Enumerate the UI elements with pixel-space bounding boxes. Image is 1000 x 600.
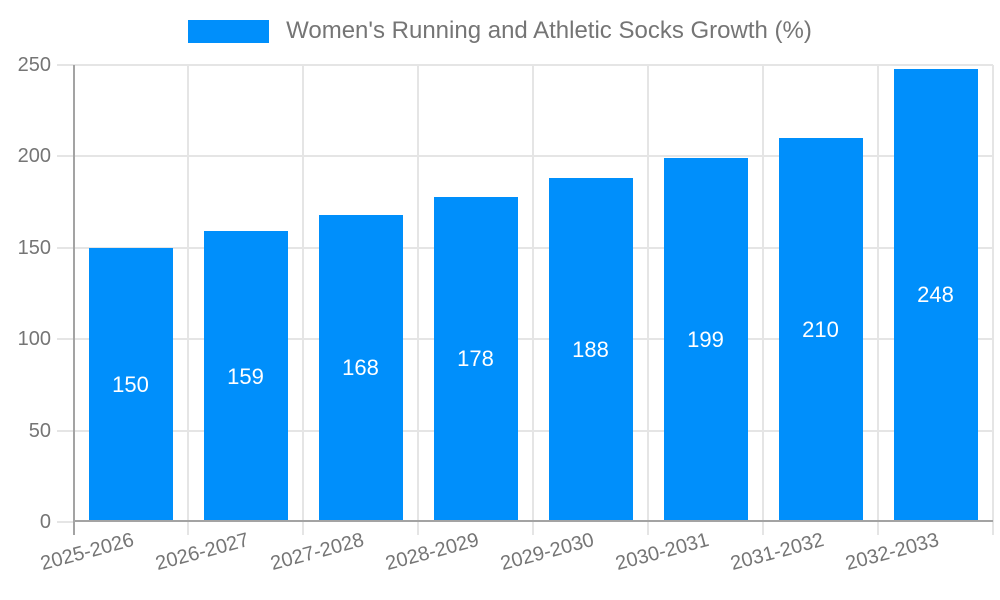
- bar-value-label: 210: [802, 317, 839, 343]
- bar: 188: [548, 178, 633, 522]
- bar-value-label: 159: [227, 363, 264, 389]
- bar: 199: [663, 158, 748, 522]
- y-axis-label: 150: [17, 236, 51, 259]
- x-gridline: [532, 65, 534, 535]
- x-gridline: [877, 65, 879, 535]
- x-axis-label: 2032-2033: [843, 529, 942, 576]
- x-axis-label: 2027-2028: [268, 529, 367, 576]
- bar: 159: [203, 231, 288, 522]
- bar-value-label: 248: [917, 282, 954, 308]
- y-axis-label: 50: [28, 419, 51, 442]
- bar: 248: [893, 68, 978, 522]
- bar-value-label: 168: [342, 355, 379, 381]
- x-gridline: [302, 65, 304, 535]
- x-gridline: [187, 65, 189, 535]
- y-axis-tick: [57, 246, 73, 249]
- bar: 168: [318, 214, 403, 522]
- x-axis-line: [73, 520, 993, 522]
- bar: 150: [88, 247, 173, 522]
- bar: 178: [433, 196, 518, 522]
- y-axis-tick: [57, 521, 73, 523]
- x-axis-label: 2030-2031: [613, 529, 712, 576]
- x-axis-label: 2029-2030: [498, 529, 597, 576]
- bar-value-label: 188: [572, 337, 609, 363]
- y-axis-label: 200: [17, 145, 51, 168]
- x-gridline: [417, 65, 419, 535]
- y-axis-tick: [57, 338, 73, 341]
- bar: 210: [778, 138, 863, 522]
- bar-value-label: 178: [457, 346, 494, 372]
- plot-area: 0 50 100 150 200 250 150 2025-2026 159 2026-2027 1…: [18, 54, 994, 575]
- legend-swatch: [188, 19, 270, 43]
- y-axis-tick: [57, 64, 73, 66]
- legend-label: Women's Running and Athletic Socks Growt…: [286, 17, 812, 44]
- legend-item[interactable]: Women's Running and Athletic Socks Growt…: [0, 17, 1000, 44]
- y-axis-tick: [57, 155, 73, 158]
- y-axis-label: 250: [17, 54, 51, 76]
- x-axis-label: 2026-2027: [153, 529, 252, 576]
- x-gridline: [647, 65, 649, 535]
- x-gridline: [762, 65, 764, 535]
- x-axis-label: 2025-2026: [38, 529, 137, 576]
- y-axis-label: 100: [17, 328, 51, 351]
- y-axis-label: 0: [39, 511, 51, 533]
- x-axis-label: 2028-2029: [383, 529, 482, 576]
- bar-value-label: 150: [112, 371, 149, 397]
- x-axis-label: 2031-2032: [728, 529, 827, 576]
- bar-value-label: 199: [687, 327, 724, 353]
- y-axis-tick: [57, 429, 73, 432]
- y-axis-line: [73, 65, 75, 535]
- x-gridline: [992, 65, 994, 535]
